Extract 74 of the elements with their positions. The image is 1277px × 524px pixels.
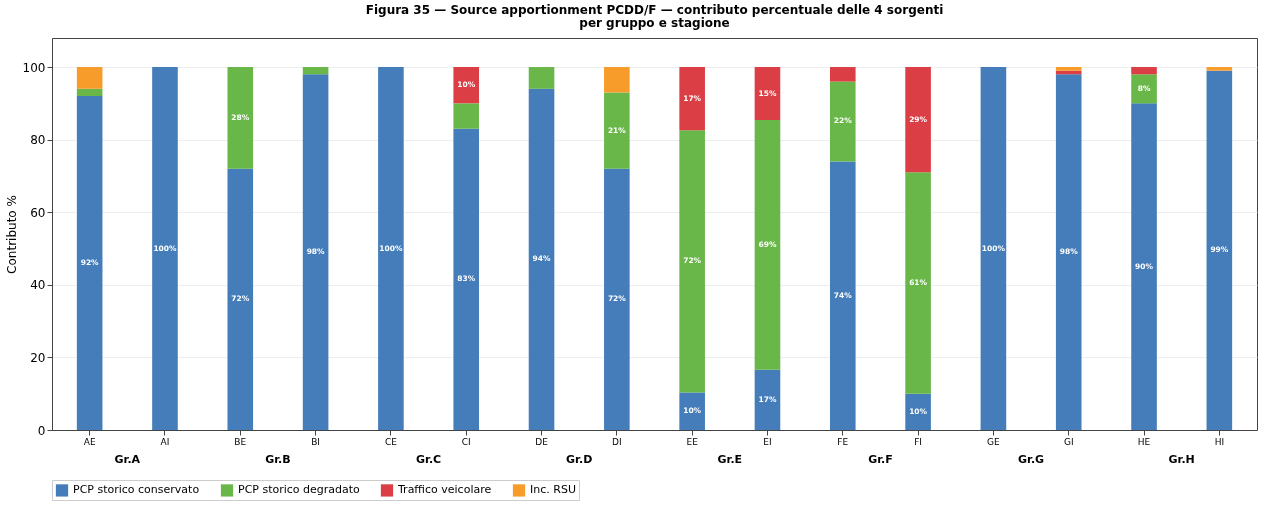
bar [1055, 74, 1082, 430]
x-tick-label: HI [1214, 436, 1225, 447]
bar [829, 161, 856, 430]
bar [980, 67, 1007, 430]
x-tick-label: GE [987, 436, 1001, 447]
bar [152, 67, 178, 430]
bar [604, 67, 630, 93]
bar [905, 172, 931, 394]
bar [754, 67, 781, 121]
legend-label: PCP storico degradato [238, 483, 361, 497]
bar [453, 67, 480, 104]
bar [905, 393, 931, 430]
chart-title: Figura 35 — Source apportionment PCDD/F — contributo percentuale delle 4 sorgenti [365, 3, 944, 17]
bar [1131, 74, 1157, 104]
bar [604, 168, 630, 430]
bar [1131, 103, 1157, 430]
bar [829, 81, 856, 162]
text: Gr.A [114, 453, 141, 466]
x-tick-label: DI [612, 436, 622, 447]
legend-label: Traffico veicolare [397, 483, 492, 497]
bar [453, 103, 480, 129]
text: Gr.F [868, 453, 893, 466]
y-tick-label: 40 [30, 278, 46, 293]
legend-label: Inc. RSU [530, 483, 576, 497]
x-tick-label: FE [837, 436, 849, 447]
legend-label: PCP storico conservato [73, 483, 200, 497]
x-tick-label: BE [234, 436, 247, 447]
bar [227, 168, 254, 430]
bar [453, 128, 480, 430]
x-tick-label: AE [83, 436, 96, 447]
y-axis-title: Contributo % [4, 195, 19, 274]
bar [1206, 67, 1233, 71]
text: Gr.E [717, 453, 743, 466]
x-tick-label: EE [686, 436, 699, 447]
bar [905, 67, 931, 173]
x-tick-label: GI [1063, 436, 1074, 447]
bar [76, 96, 103, 430]
y-tick-label: 0 [37, 423, 46, 438]
y-tick-label: 60 [30, 205, 46, 220]
x-tick-label: CI [461, 436, 471, 447]
x-tick-label: AI [160, 436, 170, 447]
text: Gr.D [566, 453, 593, 466]
bar [754, 369, 781, 430]
x-tick-label: FI [914, 436, 923, 447]
bar [528, 88, 555, 430]
bar [378, 67, 404, 430]
bar [302, 67, 329, 75]
y-tick-label: 80 [30, 133, 46, 148]
x-tick-label: CE [384, 436, 398, 447]
chart-subtitle: per gruppo e stagione [579, 16, 730, 30]
bar [679, 67, 705, 131]
text: Gr.B [265, 453, 291, 466]
y-tick-label: 20 [30, 350, 46, 365]
text: Gr.G [1018, 453, 1045, 466]
bar [754, 120, 781, 370]
text: Gr.H [1168, 453, 1195, 466]
x-tick-label: BI [311, 436, 321, 447]
bar [1131, 67, 1157, 75]
y-tick-label: 100 [22, 60, 46, 75]
bar [76, 67, 103, 89]
bar [604, 92, 630, 169]
bar [302, 74, 329, 430]
bar [1055, 67, 1082, 71]
x-tick-label: EI [763, 436, 772, 447]
bar [76, 88, 103, 97]
bar [1206, 70, 1233, 430]
bar [679, 392, 705, 430]
text: Gr.C [415, 453, 442, 466]
x-tick-label: DE [535, 436, 549, 447]
bar [679, 130, 705, 393]
x-tick-label: HE [1137, 436, 1151, 447]
bar [528, 67, 555, 89]
bar [227, 67, 254, 169]
bar [829, 67, 856, 82]
